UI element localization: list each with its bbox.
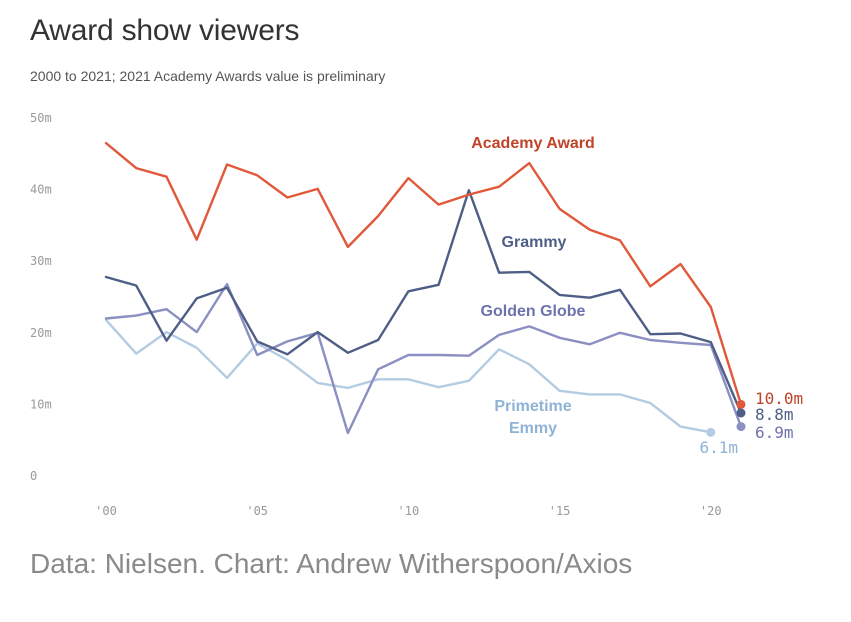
x-tick-label: '10 — [398, 504, 420, 518]
x-tick-label: '05 — [246, 504, 268, 518]
grammy-end-value: 8.8m — [755, 405, 794, 424]
y-axis: 0 10m 20m 30m 40m 50m — [30, 111, 52, 483]
academy-award-end-point — [736, 399, 746, 409]
academy-award-end-value: 10.0m — [755, 389, 803, 408]
golden-globe-line — [104, 282, 743, 435]
y-tick-label: 30m — [30, 254, 52, 268]
y-tick-label: 0 — [30, 469, 37, 483]
primetime-emmy-end-value: 6.1m — [699, 438, 738, 457]
academy-award-line — [104, 141, 743, 406]
y-tick-label: 10m — [30, 397, 52, 411]
source-note: Data: Nielsen. Chart: Andrew Witherspoon… — [30, 548, 633, 579]
golden-globe-end-value: 6.9m — [755, 423, 794, 442]
academy-award-label: Academy Award — [471, 135, 595, 152]
golden-globe-label: Golden Globe — [481, 303, 586, 320]
grammy-label: Grammy — [502, 234, 567, 251]
grammy-line — [104, 189, 743, 415]
x-tick-label: '00 — [95, 504, 117, 518]
line-chart: 0 10m 20m 30m 40m 50m '00 '05 '10 '15 '20 Academy… — [30, 111, 803, 518]
golden-globe-end-point — [736, 422, 746, 432]
x-tick-label: '15 — [549, 504, 571, 518]
primetime-emmy-end-point — [706, 427, 716, 437]
y-tick-label: 20m — [30, 326, 52, 340]
primetime-emmy-line — [104, 318, 712, 434]
y-tick-label: 40m — [30, 183, 52, 197]
primetime-emmy-label: Emmy — [509, 420, 557, 437]
chart-subtitle: 2000 to 2021; 2021 Academy Awards value … — [30, 68, 386, 84]
series-lines — [104, 141, 746, 437]
x-axis: '00 '05 '10 '15 '20 — [95, 504, 721, 518]
chart-title: Award show viewers — [30, 14, 300, 47]
y-tick-label: 50m — [30, 111, 52, 125]
grammy-end-point — [736, 408, 746, 418]
x-tick-label: '20 — [700, 504, 722, 518]
series-labels: Academy Award Grammy Golden Globe Primetime… — [471, 135, 803, 457]
primetime-emmy-label: Primetime — [494, 398, 571, 415]
